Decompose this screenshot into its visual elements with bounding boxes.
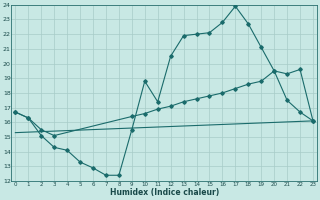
X-axis label: Humidex (Indice chaleur): Humidex (Indice chaleur)	[109, 188, 219, 197]
